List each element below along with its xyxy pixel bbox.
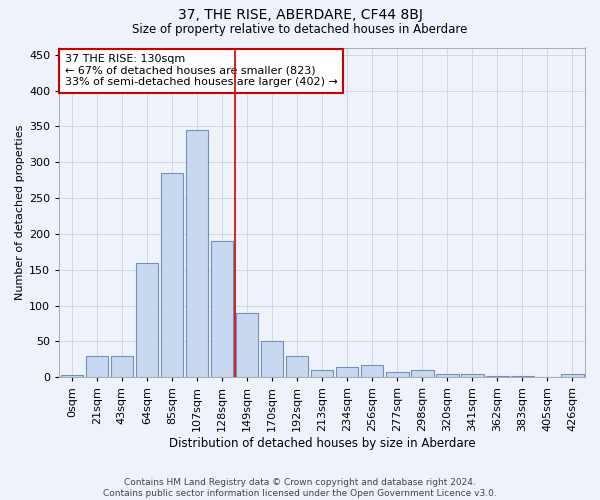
Bar: [211, 241, 233, 378]
Bar: [86, 356, 108, 378]
Bar: [411, 370, 434, 378]
Bar: [561, 374, 584, 378]
Bar: [286, 356, 308, 378]
Bar: [236, 313, 259, 378]
Bar: [186, 130, 208, 378]
Bar: [311, 370, 334, 378]
Bar: [461, 374, 484, 378]
Bar: [386, 372, 409, 378]
Text: 37 THE RISE: 130sqm
← 67% of detached houses are smaller (823)
33% of semi-detac: 37 THE RISE: 130sqm ← 67% of detached ho…: [65, 54, 337, 88]
Bar: [511, 376, 533, 378]
Bar: [336, 366, 358, 378]
Bar: [486, 376, 509, 378]
Bar: [261, 342, 283, 378]
Y-axis label: Number of detached properties: Number of detached properties: [15, 124, 25, 300]
Text: Size of property relative to detached houses in Aberdare: Size of property relative to detached ho…: [133, 22, 467, 36]
Bar: [361, 365, 383, 378]
X-axis label: Distribution of detached houses by size in Aberdare: Distribution of detached houses by size …: [169, 437, 475, 450]
Text: Contains HM Land Registry data © Crown copyright and database right 2024.
Contai: Contains HM Land Registry data © Crown c…: [103, 478, 497, 498]
Text: 37, THE RISE, ABERDARE, CF44 8BJ: 37, THE RISE, ABERDARE, CF44 8BJ: [178, 8, 422, 22]
Bar: [436, 374, 458, 378]
Bar: [110, 356, 133, 378]
Bar: [136, 262, 158, 378]
Bar: [161, 173, 183, 378]
Bar: [536, 376, 559, 378]
Bar: [61, 375, 83, 378]
